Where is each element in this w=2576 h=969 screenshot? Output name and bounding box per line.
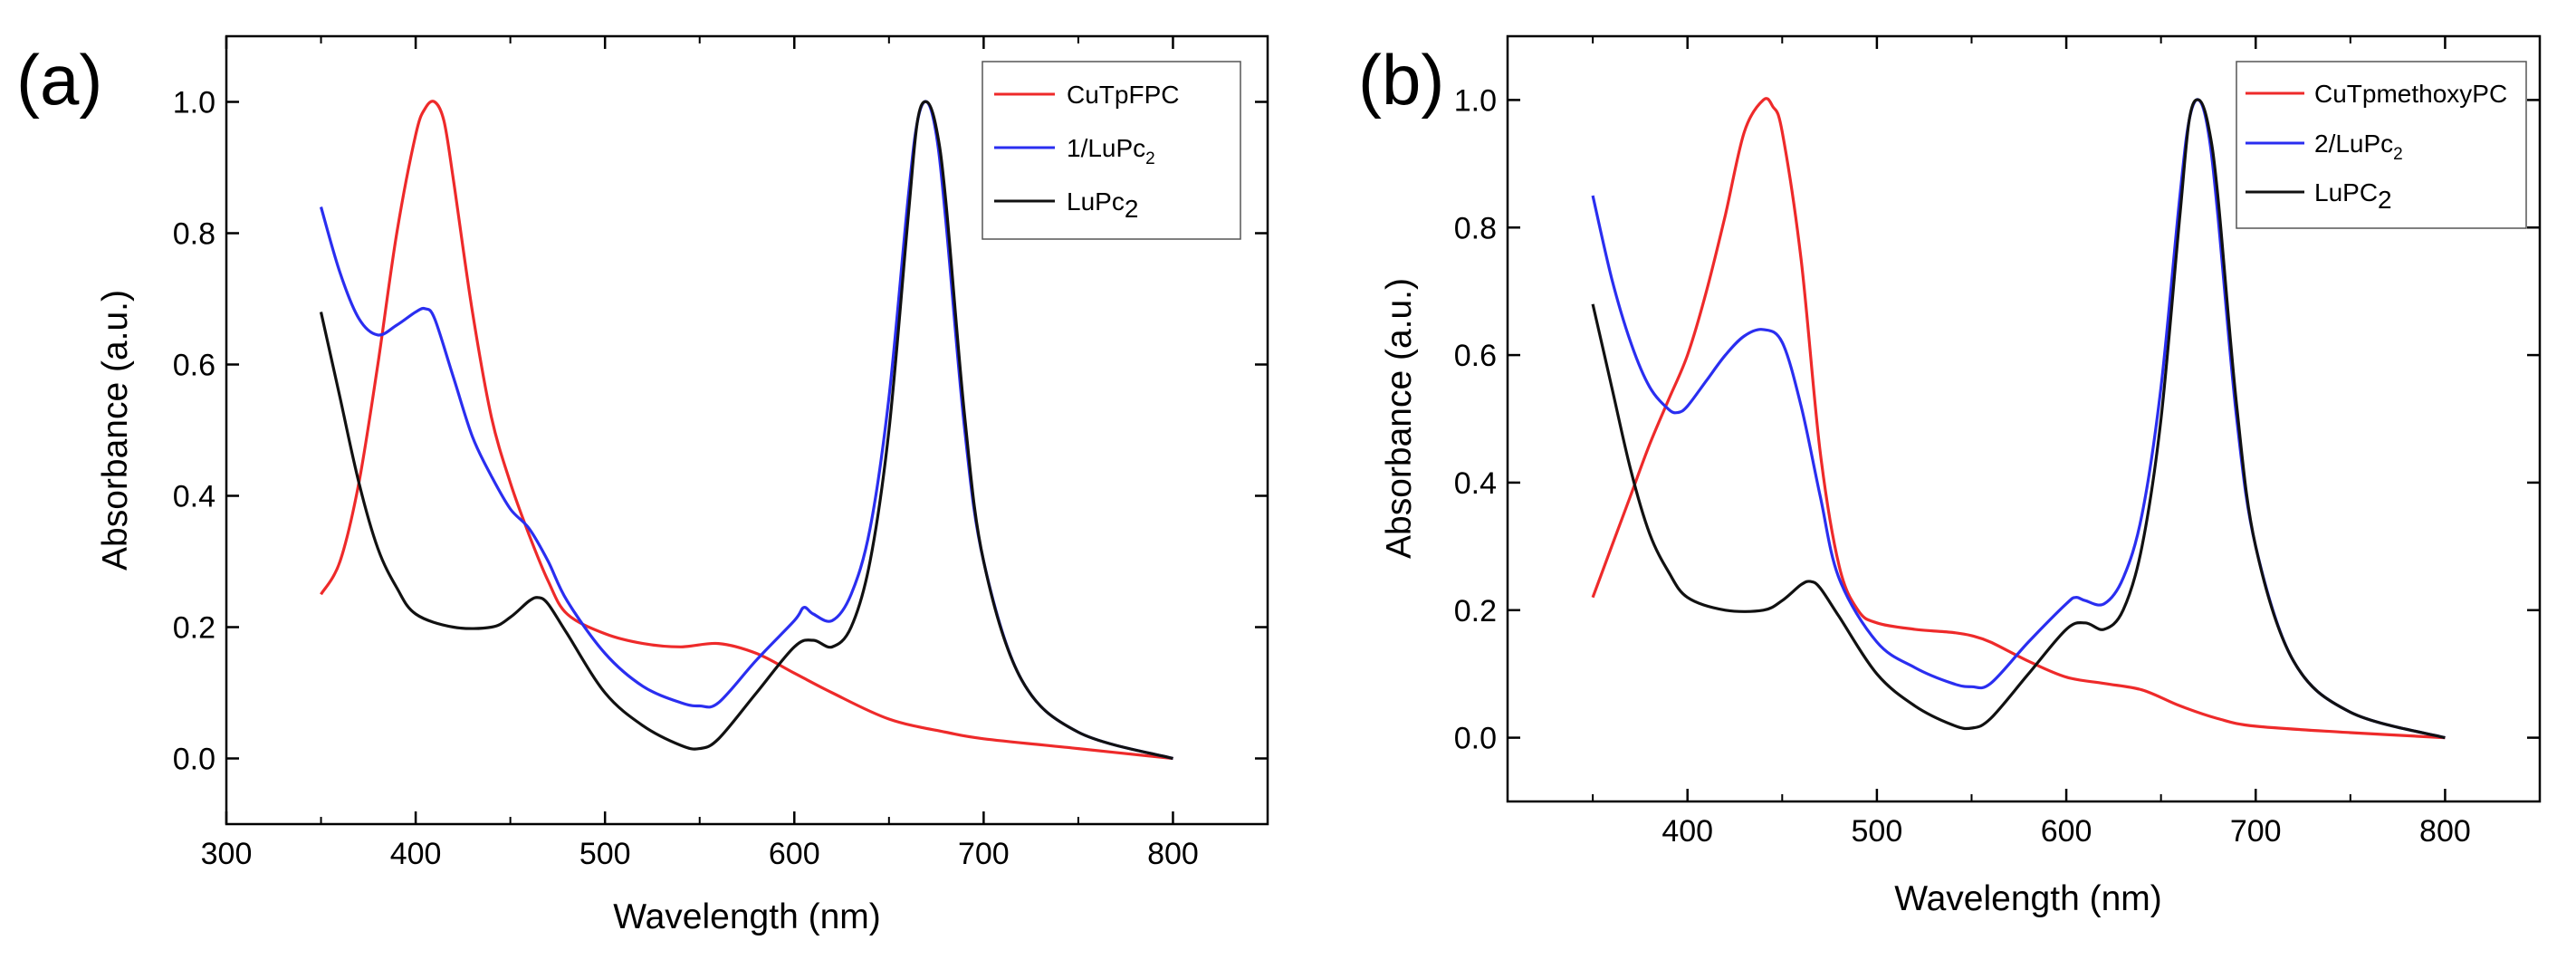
y-tick-label: 0.4	[173, 480, 215, 514]
panel-b-plot-frame	[1506, 34, 2542, 803]
panel-b-legend-label-2: 2/LuPc2	[2314, 130, 2403, 164]
panel-a-y-ticks: 0.0 0.2 0.4 0.6 0.8 1.0	[173, 86, 1268, 777]
y-tick-label: 0.6	[1454, 339, 1497, 373]
panel-b: (b) 0.0 0.2 0.4 0.6 0.8 1.0 400 500 600 700 800 W…	[1358, 34, 2542, 918]
panel-b-legend: CuTpmethoxyPC 2/LuPc2 LuPC2	[2236, 61, 2527, 229]
panel-a-y-axis-label: Absorbance (a.u.)	[96, 290, 135, 571]
y-tick-label: 0.2	[173, 611, 215, 646]
panel-b-legend-label-1: CuTpmethoxyPC	[2314, 80, 2507, 108]
panel-a: (a) 0.0 0.2 0.4 0.6 0.8 1.0 300 400 500 600 700 80…	[16, 34, 1269, 936]
panel-a-x-axis-label: Wavelength (nm)	[613, 897, 881, 936]
x-tick-label: 400	[390, 837, 442, 871]
series-line-2-LuPc2	[1591, 98, 2446, 740]
panel-a-legend-label-3: LuPc2	[1067, 187, 1138, 223]
series-line-LuPC2	[1591, 98, 2446, 740]
panel-b-x-axis-label: Wavelength (nm)	[1894, 879, 2162, 918]
x-tick-label: 800	[2419, 814, 2471, 849]
y-tick-label: 0.4	[1454, 466, 1497, 501]
panel-b-x-ticks: 400 500 600 700 800	[1592, 36, 2471, 849]
y-tick-label: 1.0	[173, 86, 215, 120]
panel-b-legend-label-3: LuPC2	[2314, 178, 2392, 214]
y-tick-label: 0.0	[1454, 722, 1497, 756]
y-tick-label: 0.8	[173, 217, 215, 252]
y-tick-label: 0.6	[173, 349, 215, 383]
x-tick-label: 400	[1661, 814, 1713, 849]
panel-a-legend-box	[982, 61, 1241, 240]
panel-a-plot-frame	[225, 34, 1269, 826]
panel-a-legend-label-2: 1/LuPc2	[1067, 134, 1155, 168]
y-tick-label: 0.0	[173, 743, 215, 777]
series-line-LuPc2	[319, 100, 1173, 761]
panel-b-y-ticks: 0.0 0.2 0.4 0.6 0.8 1.0	[1454, 83, 2540, 756]
x-tick-label: 500	[579, 837, 631, 871]
panel-b-letter: (b)	[1358, 40, 1444, 120]
series-line-1-LuPc2	[319, 100, 1173, 761]
series-line-CuTpmethoxyPC	[1591, 97, 2446, 740]
x-tick-label: 300	[201, 837, 253, 871]
y-tick-label: 0.8	[1454, 211, 1497, 245]
y-tick-label: 0.2	[1454, 594, 1497, 628]
x-tick-label: 500	[1852, 814, 1903, 849]
panel-a-legend-label-1: CuTpFPC	[1067, 81, 1179, 109]
y-tick-label: 1.0	[1454, 83, 1497, 118]
panel-b-legend-box	[2236, 61, 2527, 229]
panel-a-letter: (a)	[16, 40, 102, 120]
panel-a-curves	[319, 100, 1173, 761]
x-tick-label: 700	[958, 837, 1010, 871]
x-tick-label: 600	[769, 837, 820, 871]
panel-a-x-ticks: 300 400 500 600 700 800	[201, 36, 1199, 871]
panel-b-curves	[1591, 97, 2446, 740]
x-tick-label: 800	[1147, 837, 1199, 871]
x-tick-label: 600	[2041, 814, 2092, 849]
panel-a-legend: CuTpFPC 1/LuPc2 LuPc2	[982, 61, 1241, 240]
x-tick-label: 700	[2230, 814, 2282, 849]
panel-b-y-axis-label: Absorbance (a.u.)	[1380, 278, 1419, 559]
